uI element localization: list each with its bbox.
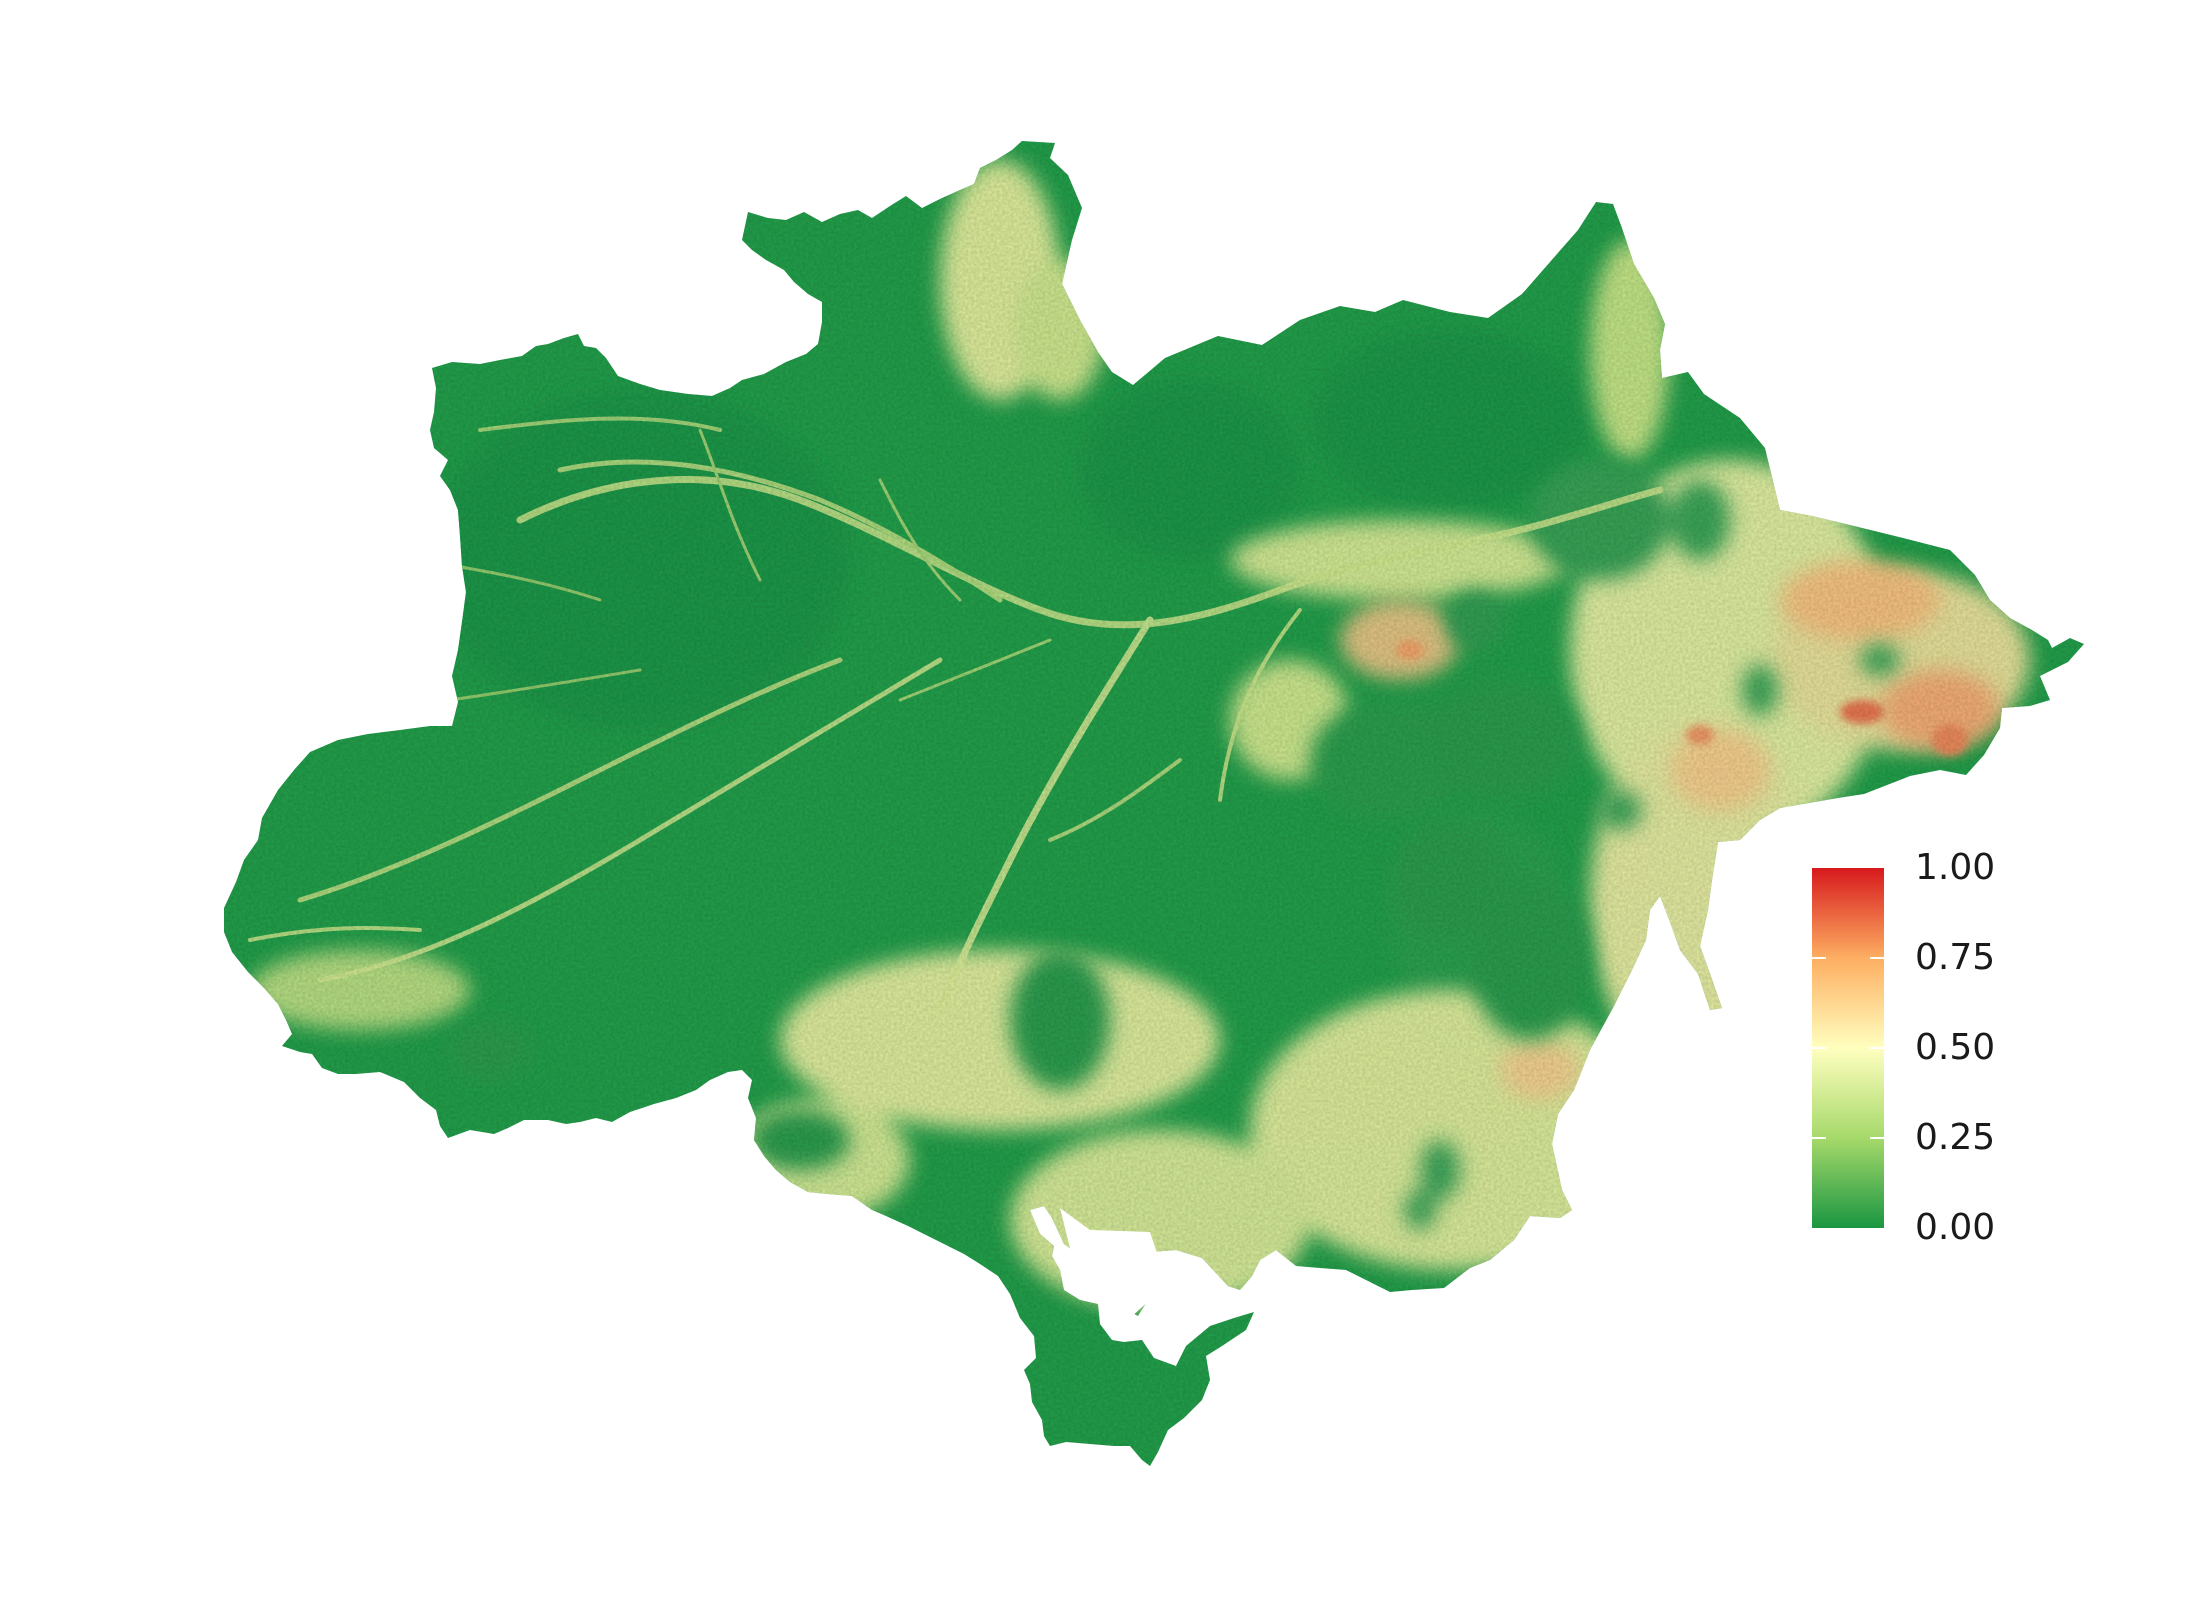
legend-tick-label-025: 0.25 — [1915, 1117, 1996, 1158]
color-legend: 1.00 0.75 0.50 0.25 0.00 — [1812, 850, 2200, 1246]
legend-tick-label-075: 0.75 — [1915, 937, 1996, 978]
legend-tick-label-max: 1.00 — [1915, 847, 1996, 888]
legend-tick-label-050: 0.50 — [1915, 1027, 1996, 1068]
legend-colorbar — [1812, 868, 1884, 1228]
pantanal-gap — [1060, 1208, 1160, 1322]
legend-tick-label-min: 0.00 — [1915, 1207, 1996, 1248]
